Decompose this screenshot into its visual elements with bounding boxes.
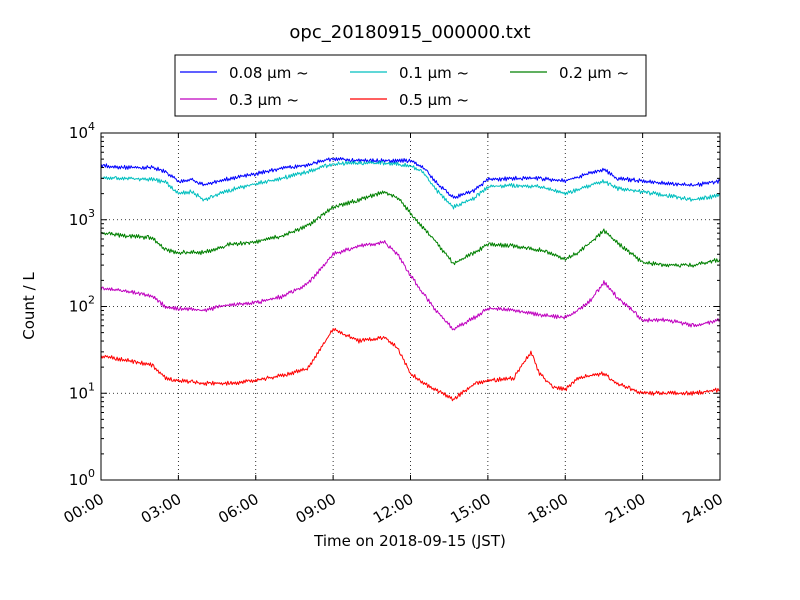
- chart-title: opc_20180915_000000.txt: [289, 22, 530, 43]
- legend-label: 0.1 μm ~: [399, 64, 469, 82]
- y-tick-labels: 100 101 102 103 104: [69, 120, 95, 489]
- x-axis-label: Time on 2018-09-15 (JST): [313, 532, 506, 550]
- y-tick-label: 104: [69, 120, 95, 142]
- x-tick-label: 15:00: [447, 490, 493, 527]
- x-tick-label: 18:00: [525, 490, 571, 527]
- series-line: [101, 160, 720, 210]
- legend-label: 0.08 μm ~: [229, 64, 309, 82]
- series-line: [101, 327, 720, 402]
- legend-label: 0.3 μm ~: [229, 91, 299, 109]
- y-tick-label: 102: [69, 294, 95, 316]
- legend: 0.08 μm ~ 0.1 μm ~ 0.2 μm ~ 0.3 μm ~ 0.5 μm …: [174, 54, 647, 117]
- x-tick-label: 00:00: [61, 490, 107, 527]
- x-tick-label: 06:00: [215, 490, 261, 527]
- x-tick-label: 03:00: [138, 490, 184, 527]
- series-line: [101, 157, 720, 199]
- y-tick-label: 101: [69, 380, 95, 402]
- series-line: [101, 240, 720, 331]
- y-tick-label: 100: [69, 467, 95, 489]
- x-tick-label: 12:00: [370, 490, 416, 527]
- legend-label: 0.2 μm ~: [559, 64, 629, 82]
- y-tick-label: 103: [69, 207, 95, 229]
- x-tick-labels: 00:00 03:00 06:00 09:00 12:00 15:00 18:00 21:00…: [61, 490, 726, 527]
- ticks: [100, 132, 721, 481]
- x-tick-label: 09:00: [293, 490, 339, 527]
- x-tick-label: 21:00: [602, 490, 648, 527]
- x-tick-label: 24:00: [680, 490, 726, 527]
- series-lines: [101, 157, 720, 402]
- legend-box: [174, 54, 647, 117]
- series-line: [101, 190, 720, 268]
- legend-label: 0.5 μm ~: [399, 91, 469, 109]
- y-axis-label: Count / L: [20, 272, 38, 340]
